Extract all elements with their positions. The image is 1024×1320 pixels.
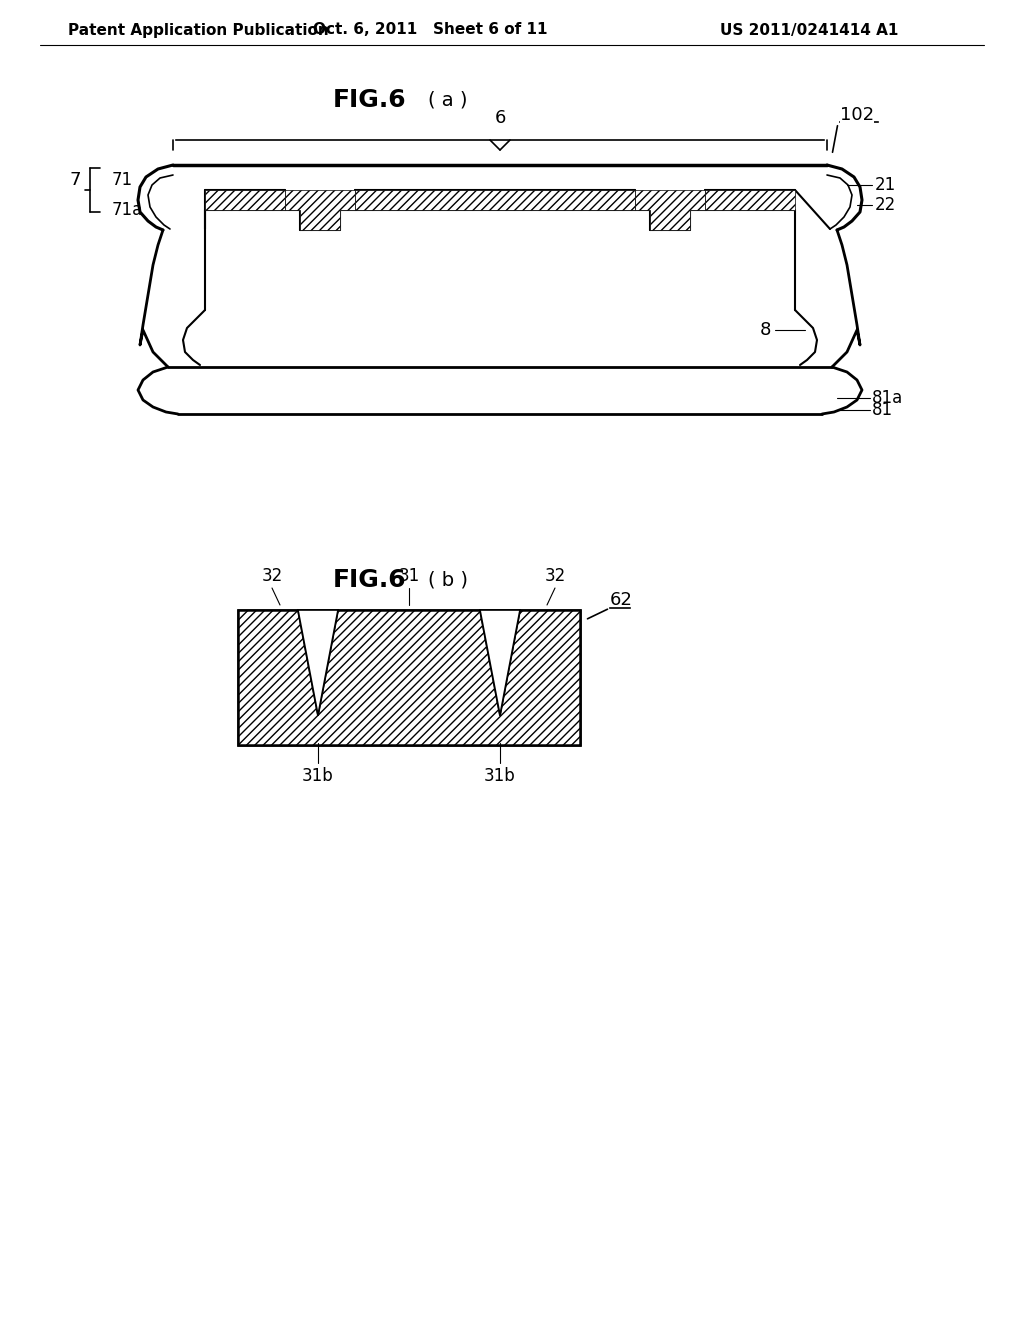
Text: 32: 32 [545, 568, 565, 585]
Bar [238, 610, 580, 744]
Text: FIG.6: FIG.6 [333, 88, 407, 112]
Text: 81: 81 [872, 401, 893, 418]
Text: 71a: 71a [112, 201, 143, 219]
Text: ( a ): ( a ) [428, 91, 468, 110]
Text: 71: 71 [112, 172, 133, 189]
Text: 62: 62 [610, 591, 633, 609]
Text: Patent Application Publication: Patent Application Publication [68, 22, 329, 37]
Text: 31: 31 [398, 568, 420, 585]
Text: US 2011/0241414 A1: US 2011/0241414 A1 [720, 22, 898, 37]
Text: 7: 7 [70, 172, 81, 189]
Polygon shape [480, 610, 520, 715]
Text: 8: 8 [760, 321, 771, 339]
Text: FIG.6: FIG.6 [333, 568, 407, 591]
Text: 22: 22 [874, 195, 896, 214]
Text: 31b: 31b [302, 767, 334, 785]
Text: 32: 32 [261, 568, 283, 585]
Polygon shape [205, 190, 285, 210]
Text: 6: 6 [495, 110, 506, 127]
Text: 31b: 31b [484, 767, 516, 785]
Polygon shape [705, 190, 795, 210]
Text: Oct. 6, 2011   Sheet 6 of 11: Oct. 6, 2011 Sheet 6 of 11 [312, 22, 547, 37]
Polygon shape [635, 190, 705, 230]
Polygon shape [355, 190, 635, 210]
Text: ( b ): ( b ) [428, 570, 468, 590]
Bar [238, 610, 580, 744]
Text: 21: 21 [874, 176, 896, 194]
Polygon shape [298, 610, 338, 715]
Text: 102: 102 [840, 106, 874, 124]
Bar [238, 610, 580, 744]
Polygon shape [285, 190, 355, 230]
Text: 81a: 81a [872, 389, 903, 407]
